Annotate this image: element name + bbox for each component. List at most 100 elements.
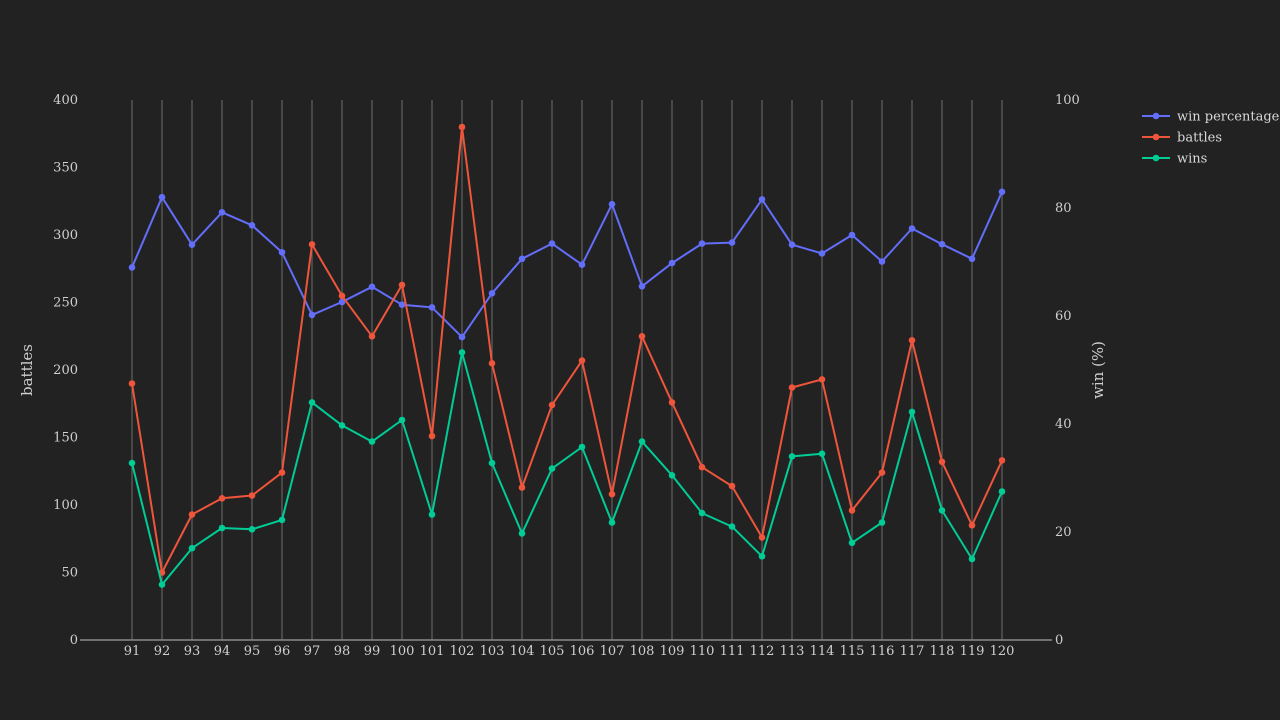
left-tick-label: 300	[53, 228, 78, 243]
right-tick-label: 40	[1055, 417, 1072, 432]
data-point-battles	[728, 482, 736, 490]
x-tick-label: 105	[540, 644, 565, 659]
x-tick-label: 108	[630, 644, 655, 659]
legend-marker-win-percentage	[1152, 112, 1160, 120]
data-point-wins	[818, 450, 826, 458]
legend-marker-wins	[1152, 154, 1160, 162]
data-point-wins	[158, 581, 166, 588]
data-point-win-percentage	[998, 188, 1006, 196]
right-tick-label: 0	[1055, 633, 1063, 648]
data-point-win-percentage	[188, 241, 196, 248]
data-point-battles	[368, 333, 376, 340]
data-point-win-percentage	[398, 301, 406, 309]
legend: win percentage battles wins	[1142, 110, 1280, 167]
x-tick-label: 106	[570, 644, 595, 659]
left-tick-label: 250	[53, 296, 78, 311]
data-point-battles	[788, 384, 796, 391]
series-line-battles	[131, 126, 1003, 574]
x-tick-label: 96	[274, 644, 291, 659]
data-point-battles	[308, 241, 316, 248]
data-point-wins	[488, 459, 496, 467]
data-point-battles	[218, 495, 226, 502]
data-point-battles	[278, 469, 286, 476]
right-axis-ticks: 0 20 40 60 80 100	[1055, 93, 1080, 648]
data-point-battles	[938, 458, 946, 466]
x-tick-label: 99	[364, 644, 381, 659]
x-tick-label: 109	[660, 644, 685, 659]
left-tick-label: 200	[53, 363, 78, 378]
data-point-wins	[338, 422, 346, 429]
x-tick-label: 103	[480, 644, 505, 659]
data-point-wins	[278, 516, 286, 524]
legend-label-wins: wins	[1177, 152, 1207, 167]
data-point-wins	[758, 553, 766, 560]
data-point-win-percentage	[938, 240, 946, 248]
data-point-battles	[908, 337, 916, 344]
data-point-battles	[248, 492, 256, 499]
x-tick-label: 101	[420, 644, 445, 659]
vertical-grid	[131, 100, 1003, 640]
data-point-battles	[968, 522, 976, 529]
x-tick-label: 91	[124, 644, 141, 659]
data-point-battles	[668, 399, 676, 406]
right-tick-label: 60	[1055, 309, 1072, 324]
data-point-win-percentage	[278, 249, 286, 256]
data-point-win-percentage	[308, 311, 316, 319]
left-tick-label: 50	[61, 566, 78, 581]
right-tick-label: 100	[1055, 93, 1080, 108]
data-point-wins	[638, 438, 646, 445]
data-point-wins	[458, 349, 466, 356]
left-tick-label: 150	[53, 431, 78, 446]
right-axis-title: win (%)	[1089, 341, 1107, 399]
x-tick-label: 113	[780, 644, 805, 659]
data-point-battles	[848, 507, 856, 514]
data-point-win-percentage	[758, 196, 766, 203]
legend-marker-battles	[1152, 133, 1160, 141]
data-point-win-percentage	[788, 241, 796, 248]
data-point-wins	[218, 524, 226, 532]
x-tick-label: 92	[154, 644, 171, 659]
data-point-wins	[188, 544, 196, 552]
data-point-wins	[848, 539, 856, 547]
right-tick-label: 80	[1055, 201, 1072, 216]
data-point-battles	[518, 484, 526, 491]
data-point-battles	[428, 432, 436, 440]
legend-label-win-percentage: win percentage	[1177, 110, 1280, 125]
data-point-win-percentage	[488, 290, 496, 297]
data-point-wins	[548, 465, 556, 472]
data-point-win-percentage	[458, 333, 466, 341]
data-point-win-percentage	[548, 240, 556, 247]
x-tick-label: 115	[840, 644, 865, 659]
series-line-wins	[131, 351, 1003, 586]
data-point-win-percentage	[668, 259, 676, 267]
series-group	[128, 123, 1006, 588]
data-point-wins	[308, 399, 316, 406]
series-line-win-percentage	[131, 191, 1003, 339]
data-point-win-percentage	[518, 255, 526, 263]
x-tick-label: 116	[870, 644, 895, 659]
data-point-win-percentage	[878, 258, 886, 265]
data-point-wins	[368, 438, 376, 445]
data-point-win-percentage	[428, 304, 436, 311]
x-tick-label: 94	[214, 644, 231, 659]
x-tick-label: 117	[900, 644, 925, 659]
data-point-wins	[728, 523, 736, 530]
data-point-battles	[698, 463, 706, 471]
x-tick-label: 112	[750, 644, 775, 659]
x-tick-label: 111	[720, 644, 745, 659]
x-tick-label: 98	[334, 644, 351, 659]
x-tick-label: 95	[244, 644, 261, 659]
x-tick-label: 93	[184, 644, 201, 659]
data-point-wins	[518, 530, 526, 537]
data-point-wins	[788, 453, 796, 460]
data-point-wins	[128, 459, 136, 467]
left-tick-label: 400	[53, 93, 78, 108]
data-point-win-percentage	[338, 298, 346, 306]
data-point-wins	[668, 472, 676, 479]
data-point-battles	[128, 380, 136, 387]
left-tick-label: 100	[53, 498, 78, 513]
x-tick-label: 118	[930, 644, 955, 659]
data-point-win-percentage	[848, 231, 856, 239]
data-point-wins	[968, 555, 976, 563]
x-tick-label: 107	[600, 644, 625, 659]
